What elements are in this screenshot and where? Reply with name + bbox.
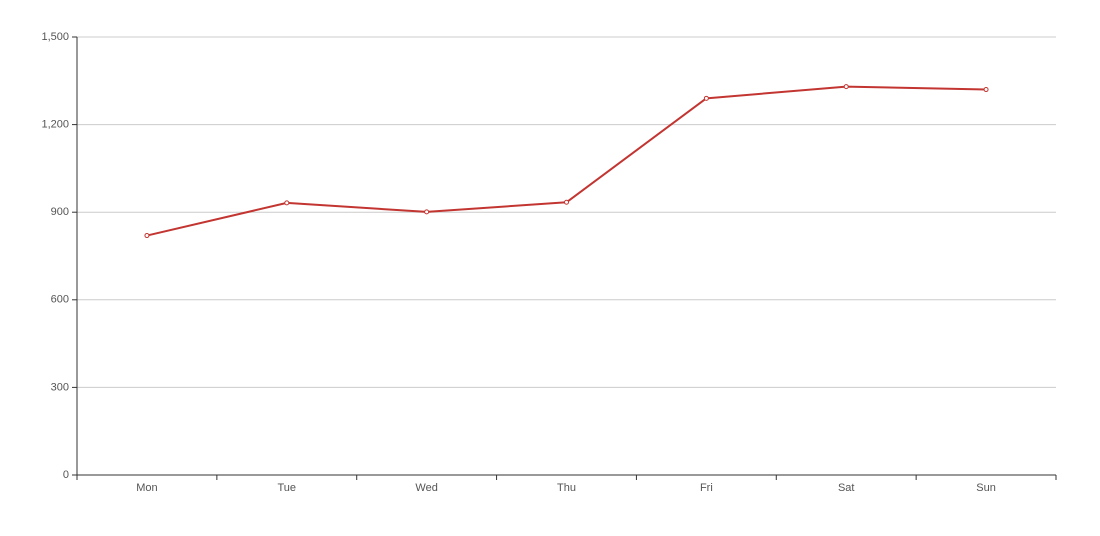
point xyxy=(284,200,290,206)
point xyxy=(703,95,709,101)
x-tick-label: Wed xyxy=(415,482,437,494)
y-tick-label: 900 xyxy=(51,206,69,218)
x-tick-label: Sat xyxy=(838,482,855,494)
x-tick-label: Tue xyxy=(278,482,297,494)
x-tick-label: Fri xyxy=(700,482,713,494)
point xyxy=(564,199,569,205)
y-tick-label: 1,500 xyxy=(41,31,69,43)
y-tick-label: 300 xyxy=(51,381,69,393)
x-tick-label: Thu xyxy=(557,482,576,494)
point xyxy=(843,84,849,90)
x-tick-label: Sun xyxy=(976,482,996,494)
y-tick-label: 600 xyxy=(51,294,69,306)
y-tick-label: 0 xyxy=(63,469,69,481)
point xyxy=(983,87,989,93)
point xyxy=(424,209,430,215)
point xyxy=(144,233,150,239)
y-tick-label: 1,200 xyxy=(41,119,69,131)
x-tick-label: Mon xyxy=(136,482,157,494)
line xyxy=(146,85,987,237)
